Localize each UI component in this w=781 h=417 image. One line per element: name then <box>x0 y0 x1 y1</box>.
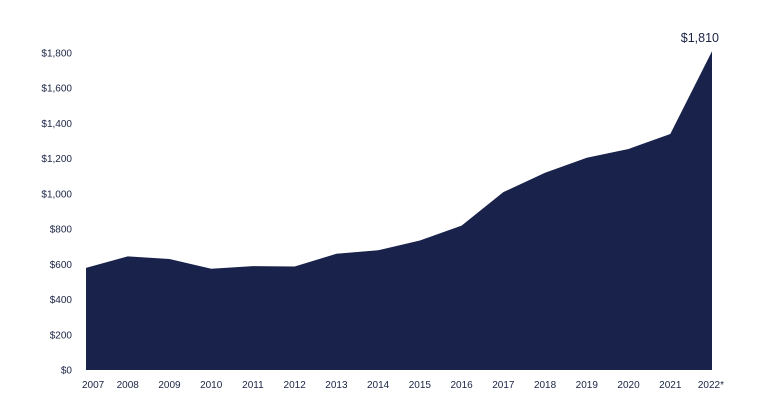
y-axis: $0 $200 $400 $600 $800 $1,000 $1,200 $1,400 $1,6… <box>41 49 72 377</box>
data-label: $1,810 <box>681 31 719 45</box>
y-tick-label: $0 <box>61 366 73 377</box>
x-tick-label: 2010 <box>200 380 223 391</box>
area-series <box>86 51 712 371</box>
x-tick-label: 2013 <box>325 380 348 391</box>
y-tick-label: $1,800 <box>41 49 72 60</box>
x-tick-label: 2014 <box>367 380 390 391</box>
x-tick-label: 2015 <box>409 380 432 391</box>
x-tick-label: 2008 <box>117 380 140 391</box>
x-tick-label: 2017 <box>492 380 515 391</box>
y-tick-label: $800 <box>50 225 73 236</box>
y-tick-label: $1,400 <box>41 119 72 130</box>
x-tick-label: 2016 <box>450 380 473 391</box>
y-tick-label: $1,600 <box>41 84 72 95</box>
x-tick-label: 2021 <box>659 380 682 391</box>
y-tick-label: $600 <box>50 260 73 271</box>
x-axis: 2007 2008 2009 2010 2011 2012 2013 2014 2015 2016… <box>82 380 724 391</box>
y-tick-label: $1,200 <box>41 154 72 165</box>
x-tick-label: 2009 <box>158 380 181 391</box>
x-tick-label: 2011 <box>242 380 264 391</box>
x-tick-label: 2020 <box>617 380 640 391</box>
annotations: $1,810 <box>681 31 719 45</box>
x-tick-label: 2022* <box>698 380 724 391</box>
y-tick-label: $400 <box>50 295 73 306</box>
x-tick-label: 2019 <box>576 380 599 391</box>
x-tick-label: 2012 <box>284 380 307 391</box>
y-tick-label: $200 <box>50 330 73 341</box>
x-tick-label: 2007 <box>82 380 105 391</box>
x-tick-label: 2018 <box>534 380 557 391</box>
y-tick-label: $1,000 <box>41 189 72 200</box>
